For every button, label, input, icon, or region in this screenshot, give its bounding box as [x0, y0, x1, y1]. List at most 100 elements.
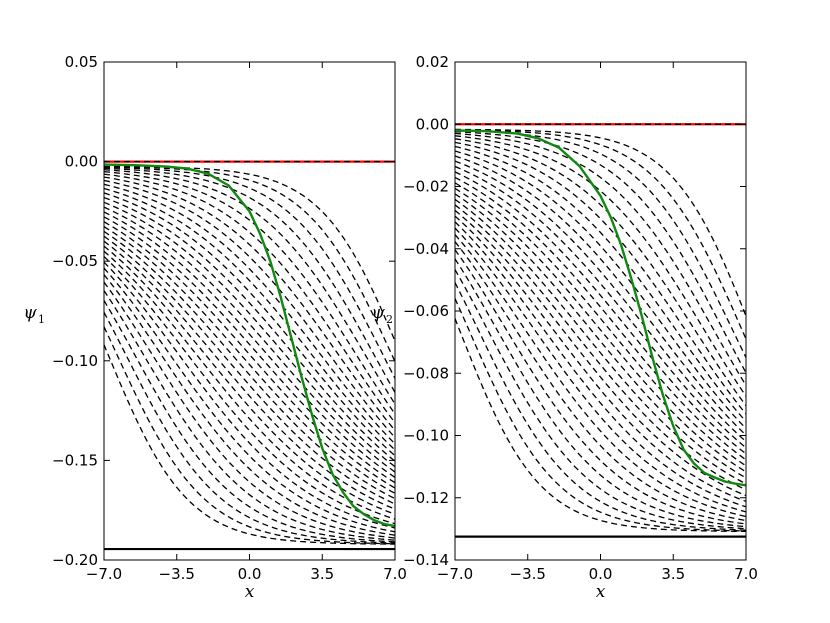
y-tick-label: −0.12	[403, 489, 449, 507]
family-curve	[104, 183, 395, 445]
x-tick-label: 0.0	[589, 565, 613, 583]
family-curve	[455, 227, 746, 513]
x-tick-label: 7.0	[734, 565, 758, 583]
y-axis-label: ψ	[371, 303, 385, 323]
family-curve	[104, 256, 395, 525]
family-curve	[104, 311, 395, 544]
family-curve	[104, 261, 395, 529]
family-curve	[455, 282, 746, 531]
family-curve	[104, 187, 395, 451]
family-curve	[455, 138, 746, 407]
family-curve	[104, 281, 395, 539]
x-tick-label: −7.0	[437, 565, 473, 583]
family-curve	[104, 211, 395, 478]
plot-area	[455, 123, 746, 538]
family-curve	[104, 201, 395, 468]
family-curve	[455, 176, 746, 461]
family-curve	[104, 171, 395, 415]
family-curve	[455, 129, 746, 340]
x-tick-label: −3.5	[510, 565, 546, 583]
y-tick-label: 0.02	[416, 53, 449, 71]
y-tick-label: 0.00	[65, 153, 98, 171]
x-tick-label: −7.0	[86, 565, 122, 583]
family-curve	[455, 131, 746, 374]
y-tick-label: −0.20	[52, 551, 98, 569]
family-curve	[455, 298, 746, 532]
family-curve	[104, 240, 395, 510]
family-curve	[104, 192, 395, 457]
family-curve	[104, 230, 395, 500]
y-tick-label: −0.04	[403, 240, 449, 258]
family-curve	[455, 193, 746, 479]
family-curve	[455, 269, 746, 530]
family-curve	[104, 235, 395, 505]
family-curve	[455, 221, 746, 508]
family-curve	[104, 290, 395, 541]
panel-psi2: −7.0 −3.5 0.0 3.5 7.0 0.02 0.00 −0.02 −0.04 −0.06…	[371, 53, 758, 602]
family-curve	[104, 300, 395, 543]
family-curve	[455, 165, 746, 449]
x-axis-label: x	[245, 582, 255, 602]
family-curve	[455, 241, 746, 522]
family-curve	[455, 182, 746, 467]
y-tick-label: −0.14	[403, 551, 449, 569]
family-curve	[455, 204, 746, 491]
y-axis-label-subscript: 2	[386, 313, 393, 326]
family-curve	[104, 226, 395, 494]
family-curve	[104, 169, 395, 405]
x-axis-label: x	[596, 582, 606, 602]
y-tick-label: −0.08	[403, 364, 449, 382]
x-tick-label: −3.5	[159, 565, 195, 583]
family-curve	[104, 176, 395, 431]
family-curve	[455, 234, 746, 518]
family-curve	[455, 150, 746, 430]
family-curve	[104, 196, 395, 462]
main-curve	[455, 129, 746, 487]
y-axis-label: ψ	[23, 303, 37, 323]
y-tick-label: 0.00	[416, 115, 449, 133]
family-curve	[455, 209, 746, 497]
family-curve	[104, 221, 395, 489]
family-curve	[104, 250, 395, 520]
family-curve	[455, 187, 746, 473]
family-curve	[455, 258, 746, 528]
family-curve	[455, 132, 746, 386]
family-curve	[455, 198, 746, 485]
family-curve	[455, 129, 746, 358]
family-curve	[104, 206, 395, 473]
y-tick-label: −0.02	[403, 178, 449, 196]
family-curve	[455, 135, 746, 397]
axes-frame	[103, 61, 396, 561]
family-curve	[455, 141, 746, 415]
family-curve	[104, 267, 395, 533]
y-tick-label: −0.06	[403, 302, 449, 320]
y-tick-label: −0.10	[403, 427, 449, 445]
family-curve	[455, 171, 746, 455]
panel-psi1: −7.0 −3.5 0.0 3.5 7.0 0.05 0.00 −0.05 −0.10 −0.15…	[23, 53, 407, 602]
x-tick-label: 0.0	[238, 565, 262, 583]
family-curve	[104, 179, 395, 438]
family-curve	[104, 165, 395, 342]
family-curve	[104, 166, 395, 379]
family-curve	[455, 318, 746, 533]
family-curve	[455, 215, 746, 503]
y-tick-label: −0.10	[52, 352, 98, 370]
family-curve	[455, 145, 746, 423]
family-curve	[104, 173, 395, 424]
x-tick-label: 3.5	[310, 565, 334, 583]
main-curve	[104, 163, 395, 528]
y-tick-label: 0.05	[65, 53, 98, 71]
family-curve	[455, 155, 746, 436]
x-tick-label: 7.0	[383, 565, 407, 583]
family-curve	[104, 216, 395, 484]
y-tick-label: −0.05	[52, 252, 98, 270]
family-curve	[455, 160, 746, 443]
x-tick-label: 3.5	[661, 565, 685, 583]
family-curve	[455, 128, 746, 317]
family-curve	[104, 326, 395, 545]
plot-area	[104, 160, 395, 551]
y-axis-label-subscript: 1	[38, 313, 45, 326]
family-curve	[104, 274, 395, 536]
